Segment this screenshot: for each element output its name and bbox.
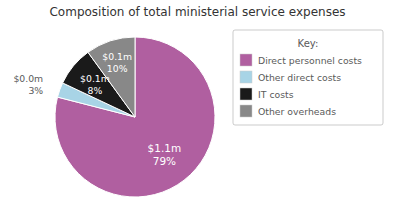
legend-title: Key: bbox=[298, 38, 319, 49]
title: Composition of total ministerial service… bbox=[49, 5, 345, 19]
data-label: $0.1m10% bbox=[102, 51, 132, 74]
data-label: $0.0m3% bbox=[13, 73, 43, 96]
slices bbox=[55, 37, 215, 197]
data-labels: $1.1m79% $0.0m3% $0.1m8%$0.1m10% bbox=[13, 51, 181, 168]
data-label: $0.1m8% bbox=[80, 73, 110, 96]
legend-frame bbox=[233, 30, 383, 125]
legend-swatch bbox=[240, 71, 252, 83]
legend-label: IT costs bbox=[258, 89, 294, 100]
legend-label: Direct personnel costs bbox=[258, 55, 362, 66]
legend-label: Other direct costs bbox=[258, 72, 341, 83]
legend-swatch bbox=[240, 88, 252, 100]
chart: Composition of total ministerial service… bbox=[0, 0, 395, 212]
legend-label: Other overheads bbox=[258, 106, 336, 117]
legend-swatch bbox=[240, 105, 252, 117]
data-label: $1.1m79% bbox=[148, 142, 182, 167]
legend-swatch bbox=[240, 54, 252, 66]
legend: Key: Direct personnel costs Other direct c… bbox=[233, 30, 383, 125]
chart-container: Composition of total ministerial service… bbox=[0, 0, 395, 212]
pie-slice bbox=[55, 37, 215, 197]
